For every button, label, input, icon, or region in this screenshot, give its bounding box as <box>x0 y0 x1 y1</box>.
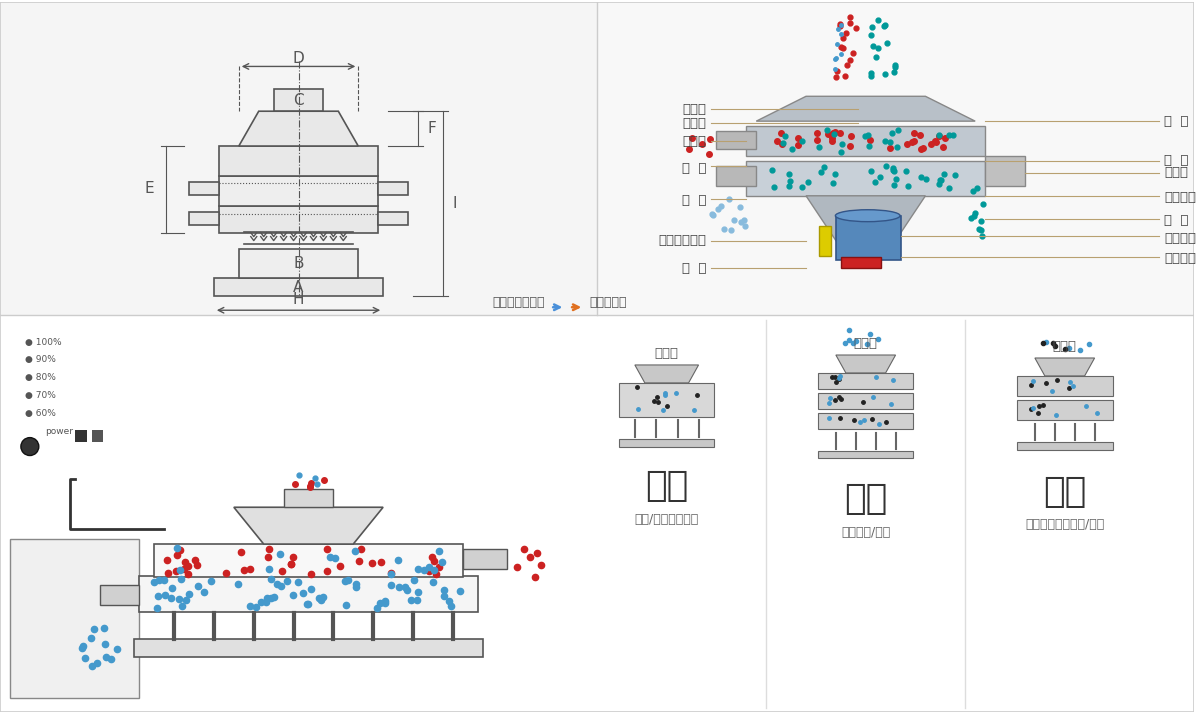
Polygon shape <box>746 161 985 196</box>
Polygon shape <box>635 365 698 383</box>
Text: 颗粒/粉末准确分级: 颗粒/粉末准确分级 <box>635 513 698 526</box>
Bar <box>218 206 378 233</box>
Text: ● 70%: ● 70% <box>25 391 55 401</box>
Text: 除杂: 除杂 <box>1043 476 1086 509</box>
Polygon shape <box>756 96 976 121</box>
Text: power: power <box>44 427 73 436</box>
Text: 过滤: 过滤 <box>844 482 887 516</box>
Bar <box>218 146 378 176</box>
Bar <box>818 413 913 428</box>
Text: 机  座: 机 座 <box>682 262 707 275</box>
Bar <box>841 258 881 268</box>
Text: 网  架: 网 架 <box>1164 154 1189 168</box>
Bar <box>1016 400 1112 420</box>
Text: 三层式: 三层式 <box>853 336 877 350</box>
Polygon shape <box>806 196 925 256</box>
Text: 单层式: 单层式 <box>655 346 679 360</box>
Bar <box>1016 441 1112 450</box>
Text: 筛  网: 筛 网 <box>1164 115 1189 128</box>
Bar <box>378 182 408 195</box>
Bar <box>818 226 830 256</box>
Bar <box>818 451 913 458</box>
Ellipse shape <box>835 210 900 221</box>
Polygon shape <box>746 126 985 156</box>
Polygon shape <box>716 166 756 186</box>
Text: ● 80%: ● 80% <box>25 373 55 383</box>
Bar <box>619 383 714 417</box>
Bar <box>218 176 378 206</box>
Text: 筛  盘: 筛 盘 <box>1164 214 1189 227</box>
Text: 分级: 分级 <box>646 469 689 503</box>
Bar <box>0 315 1194 713</box>
Text: 结构示意图: 结构示意图 <box>589 296 626 309</box>
Polygon shape <box>985 156 1025 186</box>
Bar <box>100 585 139 605</box>
Text: 弹  簧: 弹 簧 <box>682 194 707 207</box>
Bar <box>214 278 383 296</box>
Polygon shape <box>234 507 383 544</box>
Polygon shape <box>836 355 895 373</box>
Text: H: H <box>293 292 305 307</box>
Bar <box>74 430 86 441</box>
Bar <box>134 638 482 656</box>
Text: A: A <box>293 280 304 295</box>
Text: 防尘盖: 防尘盖 <box>683 116 707 130</box>
Bar <box>463 549 508 569</box>
Text: 上部重锤: 上部重锤 <box>1164 191 1196 204</box>
Text: 去除液体中的颗粒/异物: 去除液体中的颗粒/异物 <box>1025 518 1104 531</box>
Text: 运输固定螺栓: 运输固定螺栓 <box>659 234 707 247</box>
Bar <box>818 373 913 389</box>
Bar <box>10 539 139 698</box>
Circle shape <box>20 438 38 456</box>
Text: F: F <box>428 121 437 136</box>
Text: E: E <box>145 181 155 196</box>
Bar <box>190 212 218 225</box>
Text: 振动电机: 振动电机 <box>1164 232 1196 245</box>
Text: ● 90%: ● 90% <box>25 356 55 364</box>
Polygon shape <box>716 131 756 149</box>
Text: ● 60%: ● 60% <box>25 409 55 418</box>
Bar <box>239 248 359 278</box>
Bar <box>619 438 714 446</box>
Text: B: B <box>293 256 304 271</box>
Bar <box>378 212 408 225</box>
Bar <box>274 89 324 111</box>
Bar <box>139 576 478 612</box>
Bar <box>283 489 334 507</box>
Bar <box>0 1 598 315</box>
Bar <box>818 393 913 408</box>
Polygon shape <box>239 111 359 146</box>
Bar <box>155 544 463 577</box>
Bar <box>1016 376 1112 396</box>
Text: 进料口: 进料口 <box>683 103 707 116</box>
Text: 外形尺寸示意图: 外形尺寸示意图 <box>493 296 545 309</box>
Bar <box>836 216 900 261</box>
Text: D: D <box>293 51 305 66</box>
Bar <box>190 182 218 195</box>
Text: 束  环: 束 环 <box>682 162 707 176</box>
Text: I: I <box>452 196 457 211</box>
Text: ● 100%: ● 100% <box>25 338 61 346</box>
Text: C: C <box>293 93 304 108</box>
Bar <box>91 430 103 441</box>
Text: 下部重锤: 下部重锤 <box>1164 252 1196 265</box>
Bar <box>598 1 1194 315</box>
Text: 出料口: 出料口 <box>683 134 707 148</box>
Text: 加重块: 加重块 <box>1164 166 1188 179</box>
Text: 去除异物/结块: 去除异物/结块 <box>841 526 890 538</box>
Polygon shape <box>1034 358 1094 376</box>
Text: 双层式: 双层式 <box>1052 340 1076 353</box>
